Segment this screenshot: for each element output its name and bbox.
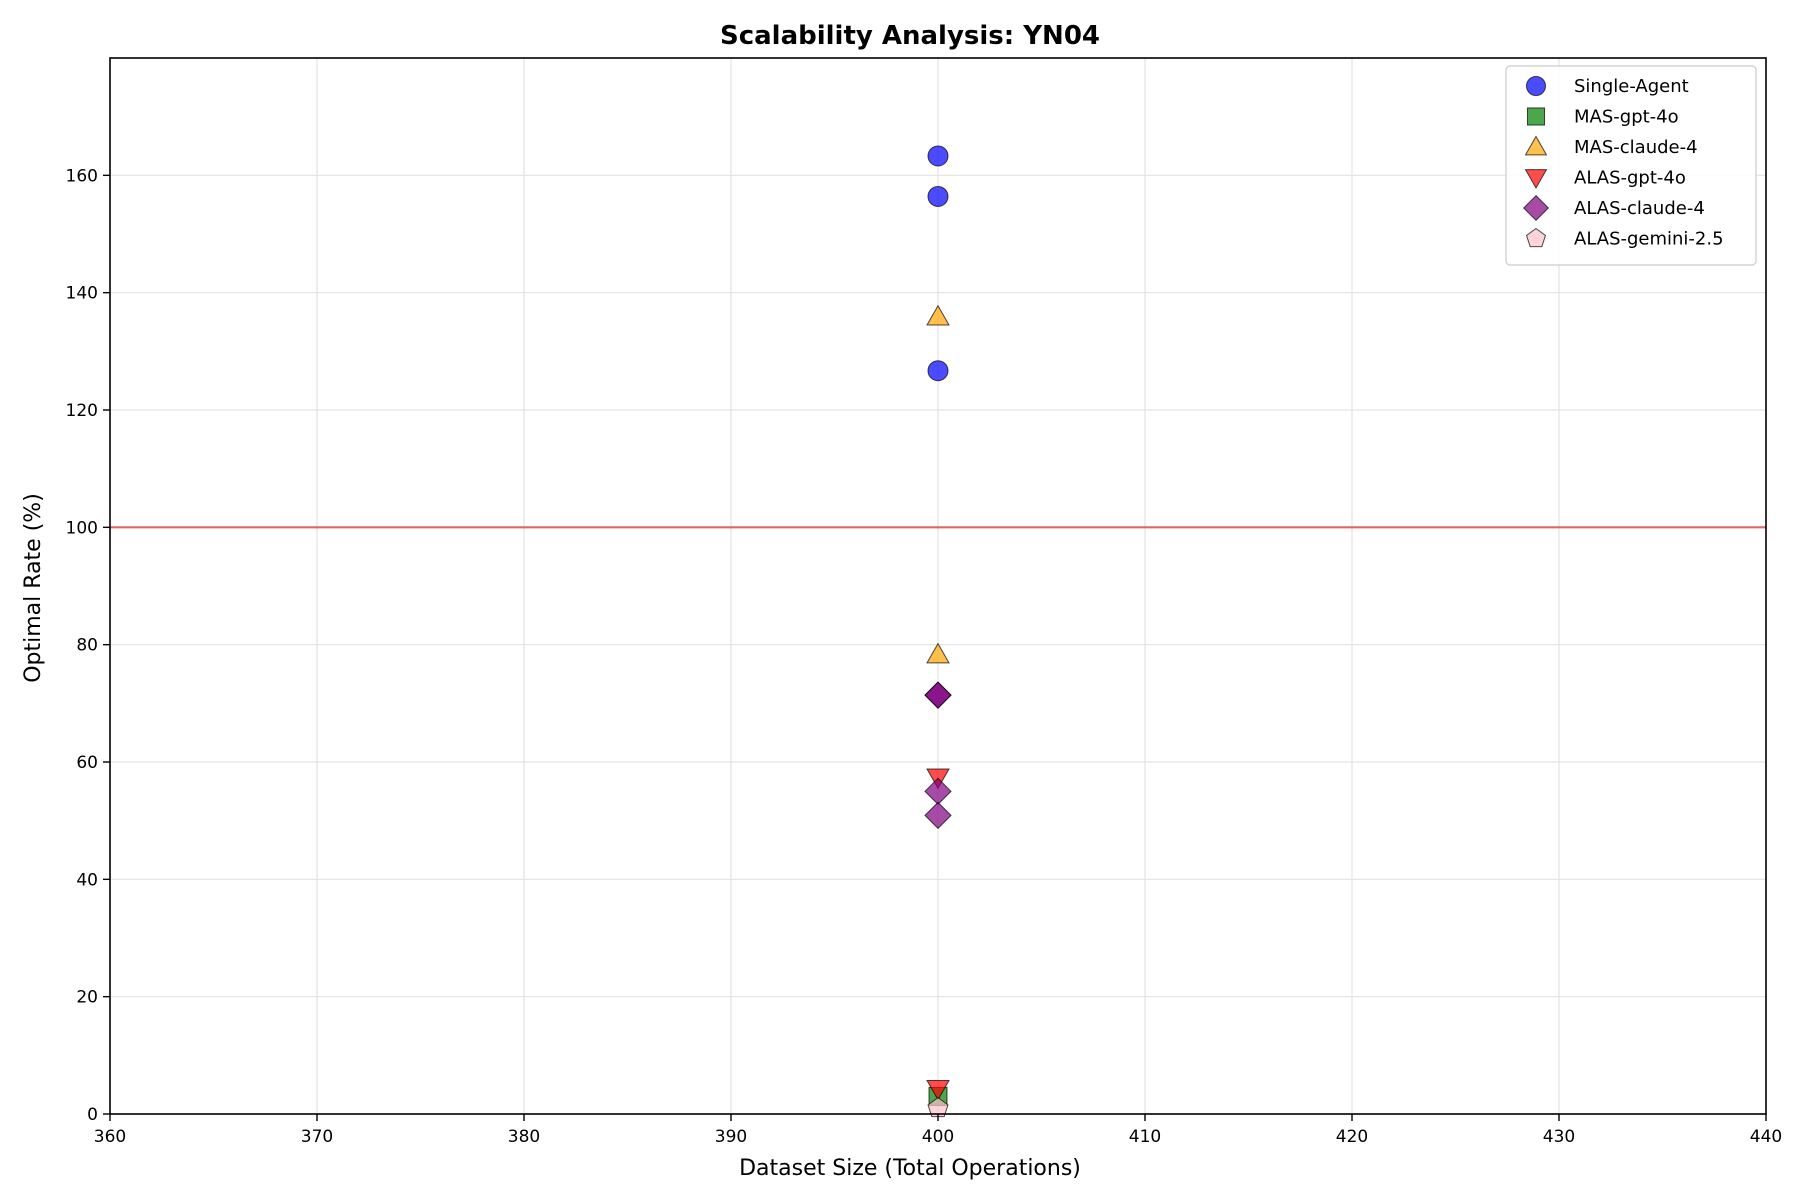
x-tick-label: 400 [922,1127,954,1147]
x-axis-title: Dataset Size (Total Operations) [739,1156,1081,1181]
y-axis-title: Optimal Rate (%) [21,493,46,683]
data-point-series-1-point-2 [927,185,949,207]
y-tick-label: 40 [76,870,98,890]
legend-label-series-3: MAS-claude-4 [1574,137,1698,158]
y-tick-label: 160 [66,166,98,186]
y-axis-ticks: 0 20 40 60 80 100 120 140 160 [66,166,110,1125]
x-tick-label: 380 [508,1127,540,1147]
x-tick-label: 370 [301,1127,333,1147]
data-point-series-1-point-3 [927,360,949,382]
legend-marker-series-2 [1526,107,1546,126]
y-tick-label: 60 [76,753,98,773]
legend-label-series-4: ALAS-gpt-4o [1574,168,1686,189]
y-tick-label: 20 [76,988,98,1008]
legend-label-series-2: MAS-gpt-4o [1574,107,1679,128]
x-tick-label: 420 [1336,1127,1368,1147]
legend-label-series-6: ALAS-gemini-2.5 [1574,229,1724,250]
data-point-series-1-point-1 [927,145,949,167]
data-points [924,145,952,1118]
legend-box [1505,65,1757,266]
legend-marker-series-4 [1524,169,1548,189]
chart-title: Scalability Analysis: YN04 [720,21,1100,51]
data-point-series-4-point-2 [926,1080,950,1101]
legend: Single-Agent MAS-gpt-4o MAS-claude-4 ALAS-g… [1505,65,1757,266]
x-tick-label: 430 [1543,1127,1575,1147]
y-tick-label: 80 [76,636,98,656]
data-point-series-3-point-1 [926,304,950,326]
y-tick-label: 0 [87,1105,98,1125]
data-point-series-3-point-2 [926,642,950,664]
data-point-series-5-point-2 [924,681,952,709]
data-point-series-5-point-4 [924,801,952,830]
y-tick-label: 140 [66,284,98,304]
x-axis-ticks: 360 370 380 390 400 410 420 430 440 [94,1114,1782,1147]
y-tick-label: 100 [66,518,98,538]
x-tick-label: 410 [1129,1127,1161,1147]
legend-marker-series-6 [1525,227,1547,248]
y-tick-label: 120 [66,401,98,421]
legend-marker-series-5 [1522,194,1550,222]
legend-label-series-5: ALAS-claude-4 [1574,198,1705,219]
legend-marker-series-1 [1526,76,1546,96]
x-tick-label: 390 [715,1127,747,1147]
legend-marker-series-3 [1524,135,1548,156]
legend-label-series-1: Single-Agent [1574,76,1689,97]
x-tick-label: 440 [1750,1127,1782,1147]
x-tick-label: 360 [94,1127,126,1147]
